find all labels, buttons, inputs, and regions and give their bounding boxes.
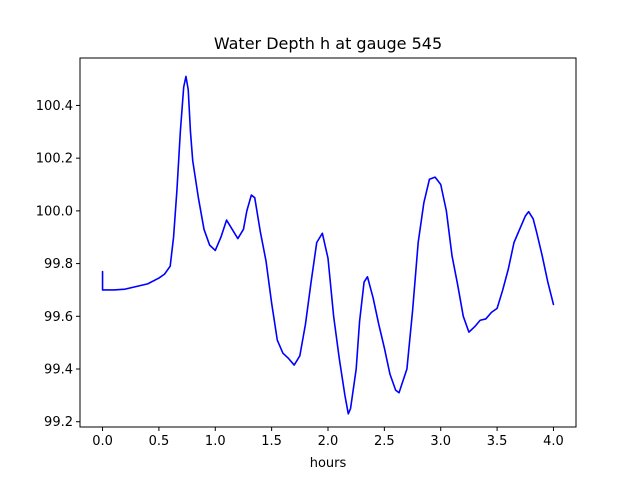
x-tick-label: 1.0 (205, 434, 226, 449)
x-tick-label: 3.0 (430, 434, 451, 449)
y-tick-label: 99.8 (44, 257, 73, 272)
y-tick-label: 100.0 (36, 204, 73, 219)
x-tick-label: 2.5 (374, 434, 395, 449)
series-line (101, 75, 555, 415)
x-axis-label: hours (310, 456, 347, 471)
chart-title: Water Depth h at gauge 545 (214, 34, 442, 53)
y-tick-label: 100.4 (36, 99, 73, 114)
series-layer (101, 75, 555, 415)
y-tick-label: 99.4 (44, 363, 73, 378)
x-tick-label: 2.0 (318, 434, 339, 449)
y-tick-label: 99.6 (44, 310, 73, 325)
ticks-layer: 0.0 0.5 1.0 1.5 2.0 2.5 3.0 3.5 4.0 99.2 99.4 99.6 9… (36, 99, 564, 449)
y-tick-label: 99.2 (44, 415, 73, 430)
x-tick-label: 0.5 (149, 434, 170, 449)
x-tick-label: 3.5 (487, 434, 508, 449)
x-tick-label: 4.0 (543, 434, 564, 449)
plot-frame (79, 57, 577, 428)
y-tick-label: 100.2 (36, 152, 73, 167)
x-tick-label: 0.0 (92, 434, 113, 449)
x-tick-label: 1.5 (261, 434, 282, 449)
